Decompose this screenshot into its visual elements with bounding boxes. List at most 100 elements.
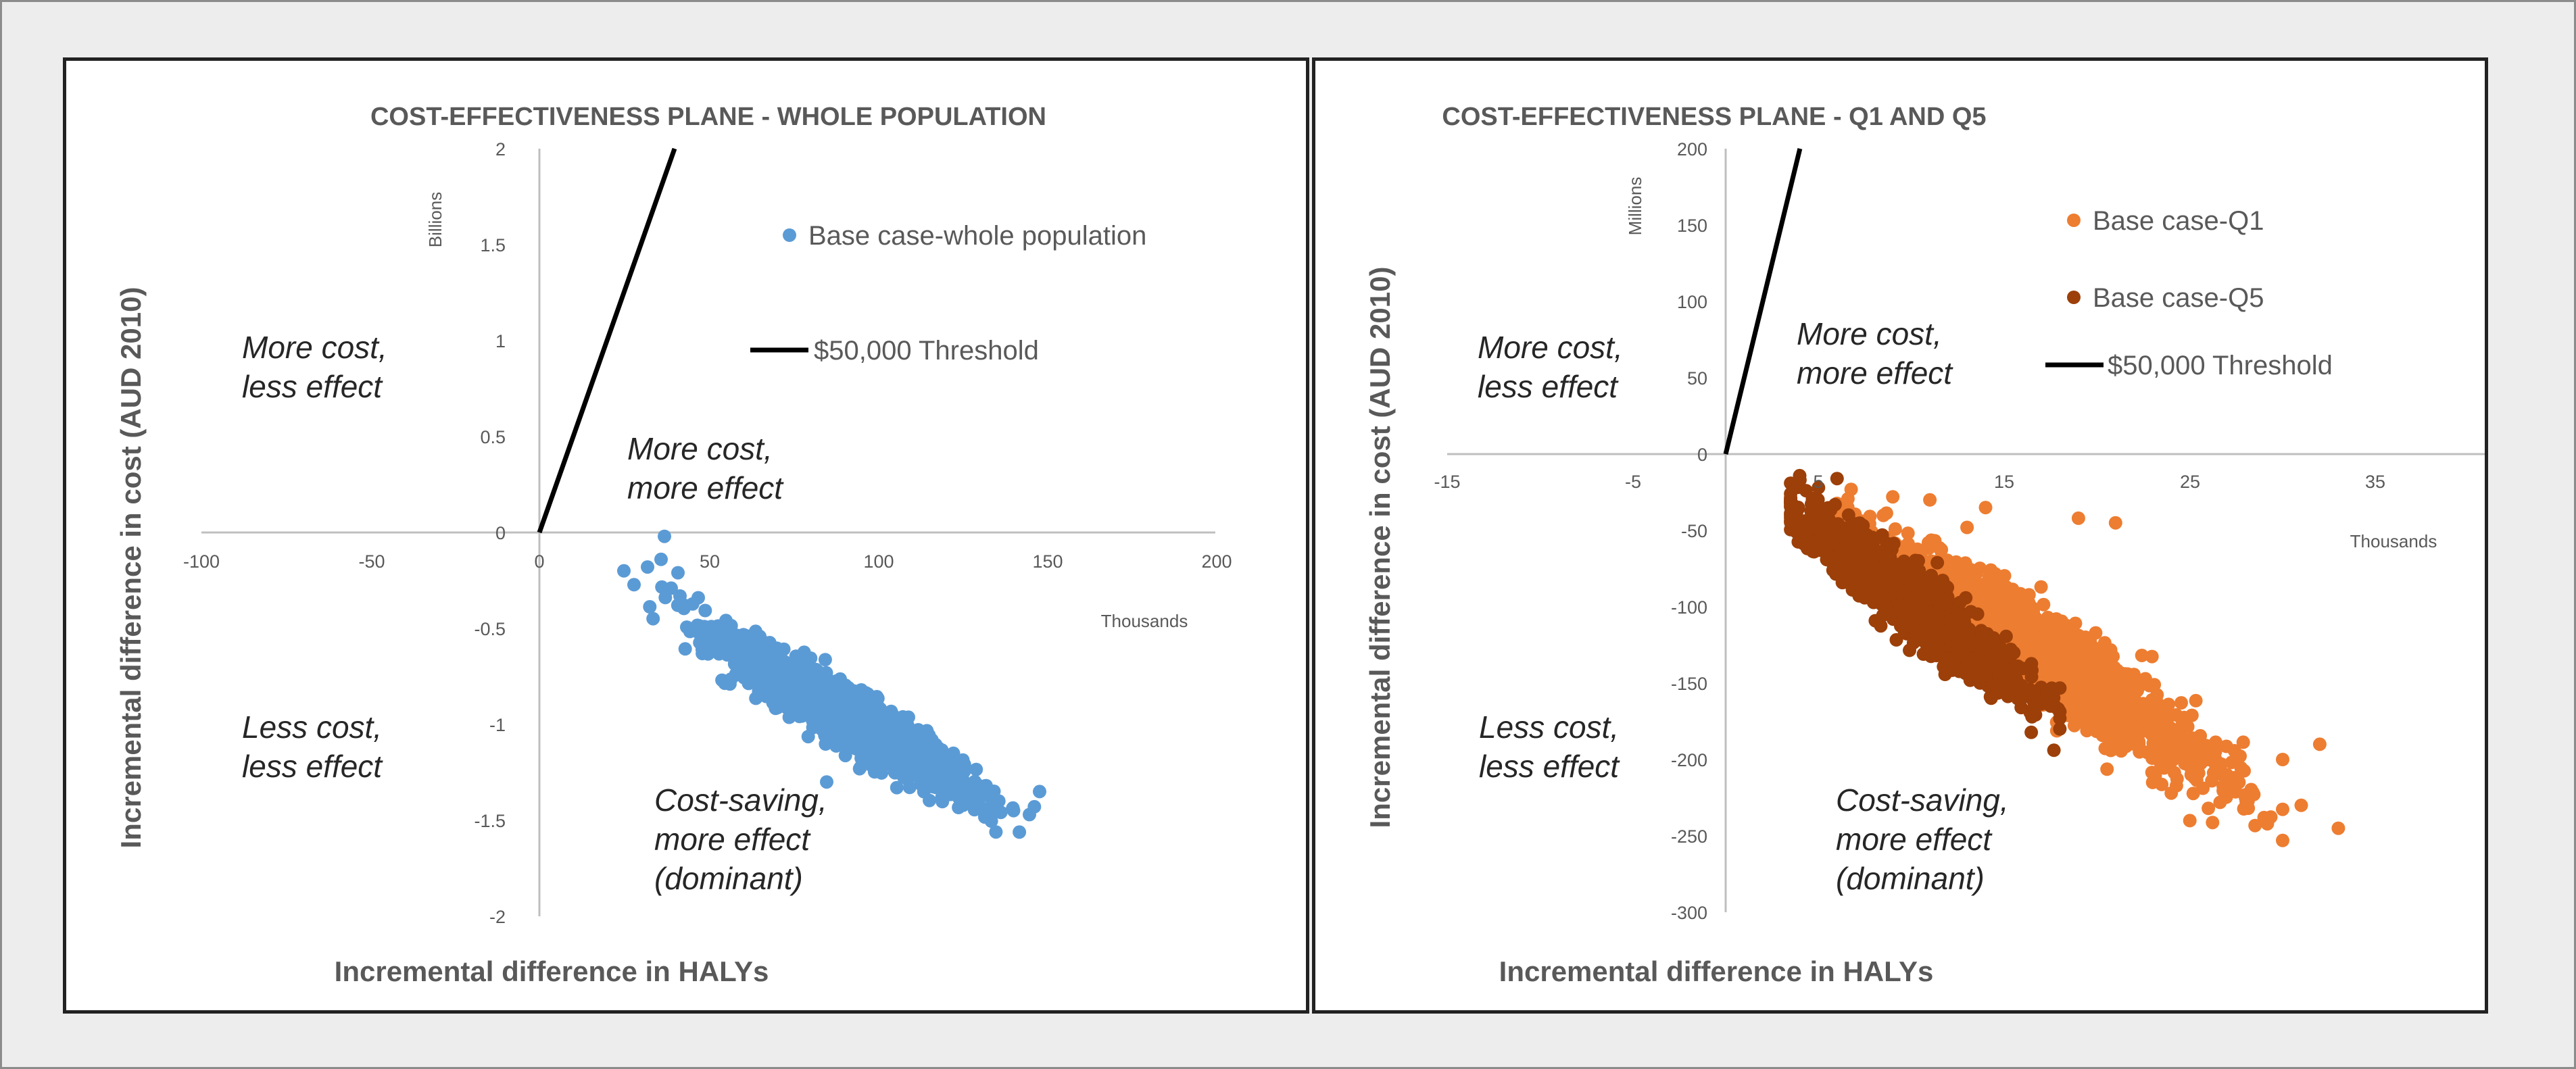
data-point [2214, 757, 2229, 771]
chart-panel-whole-population: COST-EFFECTIVENESS PLANE - WHOLE POPULAT… [63, 57, 1309, 1014]
data-point [2122, 717, 2137, 731]
data-point [791, 665, 805, 679]
data-point [2312, 737, 2327, 751]
data-point [2183, 814, 2197, 828]
quadrant-label-line: less effect [242, 369, 383, 404]
data-point [935, 791, 949, 804]
data-point [1033, 785, 1046, 799]
data-point [2165, 753, 2179, 768]
data-point [838, 749, 852, 763]
data-point [747, 650, 761, 664]
data-point [627, 578, 641, 592]
data-point [2100, 762, 2114, 776]
data-point [2097, 636, 2112, 650]
data-point [2155, 705, 2169, 719]
scatter-chart-q1-q5: COST-EFFECTIVENESS PLANE - Q1 AND Q5 Inc… [1364, 103, 2485, 987]
data-point [2167, 766, 2181, 780]
data-point [2227, 744, 2241, 757]
data-point [2135, 649, 2149, 662]
quadrant-label-line: More cost, [242, 330, 387, 365]
data-point [2068, 616, 2083, 630]
y-tick-labels: 2 1.5 1 0.5 0 -0.5 -1 -1.5 -2 [474, 139, 506, 927]
data-point [1983, 572, 1997, 587]
data-point [760, 676, 775, 691]
data-point [2043, 655, 2058, 669]
y-tick-label: -1 [489, 715, 506, 735]
data-point [698, 603, 712, 618]
data-point [870, 727, 884, 741]
data-point [2164, 786, 2179, 800]
data-point [884, 704, 898, 718]
data-point [2092, 662, 2106, 676]
data-point [2145, 751, 2160, 765]
data-point [2155, 724, 2168, 739]
data-point [933, 753, 947, 768]
data-point [956, 753, 970, 767]
data-point [2051, 616, 2066, 630]
data-point [987, 803, 1001, 818]
data-point [2067, 718, 2081, 732]
quadrant-label-ne: More cost, more effect [627, 431, 784, 505]
x-tick-label: -100 [183, 551, 220, 572]
data-point [664, 581, 678, 595]
data-point [804, 680, 819, 694]
data-point [2091, 691, 2105, 705]
data-point [2220, 768, 2234, 782]
series-base-case-whole-population [617, 529, 1046, 839]
data-point [2007, 646, 2021, 660]
data-point [678, 642, 692, 656]
chart-panel-q1-q5: COST-EFFECTIVENESS PLANE - Q1 AND Q5 Inc… [1312, 57, 2488, 1014]
data-point [2216, 779, 2231, 793]
data-point [678, 598, 691, 612]
data-point [2034, 580, 2048, 594]
data-point [2177, 710, 2191, 724]
data-point [969, 762, 983, 776]
data-point [2039, 635, 2053, 649]
data-point [2125, 673, 2139, 687]
y-axis-title: Incremental difference in cost (AUD 2010… [115, 287, 147, 849]
data-point [957, 764, 971, 778]
data-point [1835, 576, 1849, 590]
data-point [691, 591, 705, 605]
data-point [1023, 807, 1036, 822]
data-point [708, 643, 722, 657]
data-point [1923, 493, 1937, 507]
y-tick-label: 0.5 [480, 427, 506, 447]
data-point [2006, 582, 2020, 597]
data-point [979, 778, 992, 793]
data-point [2119, 739, 2133, 753]
data-point [1013, 825, 1027, 839]
data-point [715, 625, 729, 639]
x-tick-label: 100 [863, 551, 894, 572]
quadrant-label-line: more effect [654, 822, 811, 857]
data-point [912, 726, 926, 740]
x-tick-label: 200 [1201, 551, 1232, 572]
data-point [977, 810, 992, 824]
legend-marker-series [783, 228, 796, 242]
data-point [1958, 556, 1972, 570]
data-point [868, 749, 882, 764]
data-point [1964, 579, 1978, 593]
quadrant-label-line: Cost-saving, [654, 782, 827, 818]
data-point [2236, 735, 2250, 749]
data-point [2145, 693, 2159, 707]
quadrant-label-se: Cost-saving, more effect (dominant) [654, 782, 827, 896]
data-point [746, 671, 760, 685]
data-point [2026, 643, 2040, 657]
data-point [2202, 753, 2216, 766]
data-point [1989, 588, 2003, 602]
data-point [2229, 785, 2243, 799]
data-point [815, 722, 829, 737]
x-axis-unit: Thousands [1101, 611, 1188, 631]
data-point [2064, 679, 2078, 693]
data-point [896, 742, 910, 755]
quadrant-label-line: less effect [242, 749, 383, 784]
data-point [931, 774, 946, 788]
data-point [1006, 802, 1019, 816]
data-point [2276, 753, 2289, 766]
data-point [2193, 735, 2208, 749]
data-point [1999, 629, 2013, 643]
data-point [989, 825, 1003, 839]
data-point [1997, 600, 2012, 614]
